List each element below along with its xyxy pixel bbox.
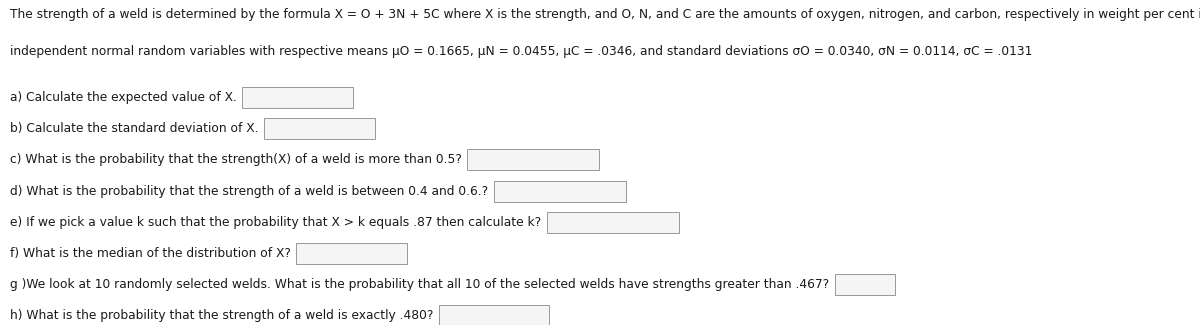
Bar [468, 150, 600, 170]
Bar [835, 274, 895, 295]
Text: a) Calculate the expected value of X.: a) Calculate the expected value of X. [10, 91, 236, 104]
Bar [493, 181, 625, 202]
Bar [242, 87, 353, 108]
Text: The strength of a weld is determined by the formula X = O + 3N + 5C where X is t: The strength of a weld is determined by … [10, 8, 1200, 21]
Bar [264, 118, 374, 139]
Bar [547, 212, 679, 233]
Bar [439, 306, 550, 325]
Text: b) Calculate the standard deviation of X.: b) Calculate the standard deviation of X… [10, 122, 258, 135]
Text: d) What is the probability that the strength of a weld is between 0.4 and 0.6.?: d) What is the probability that the stre… [10, 185, 487, 198]
Text: e) If we pick a value k such that the probability that X > k equals .87 then cal: e) If we pick a value k such that the pr… [10, 216, 541, 229]
Bar [296, 243, 407, 264]
Text: g )We look at 10 randomly selected welds. What is the probability that all 10 of: g )We look at 10 randomly selected welds… [10, 278, 829, 291]
Text: independent normal random variables with respective means μO = 0.1665, μN = 0.04: independent normal random variables with… [10, 46, 1032, 58]
Text: c) What is the probability that the strength(X) of a weld is more than 0.5?: c) What is the probability that the stre… [10, 153, 462, 166]
Text: f) What is the median of the distribution of X?: f) What is the median of the distributio… [10, 247, 290, 260]
Text: h) What is the probability that the strength of a weld is exactly .480?: h) What is the probability that the stre… [10, 309, 433, 322]
